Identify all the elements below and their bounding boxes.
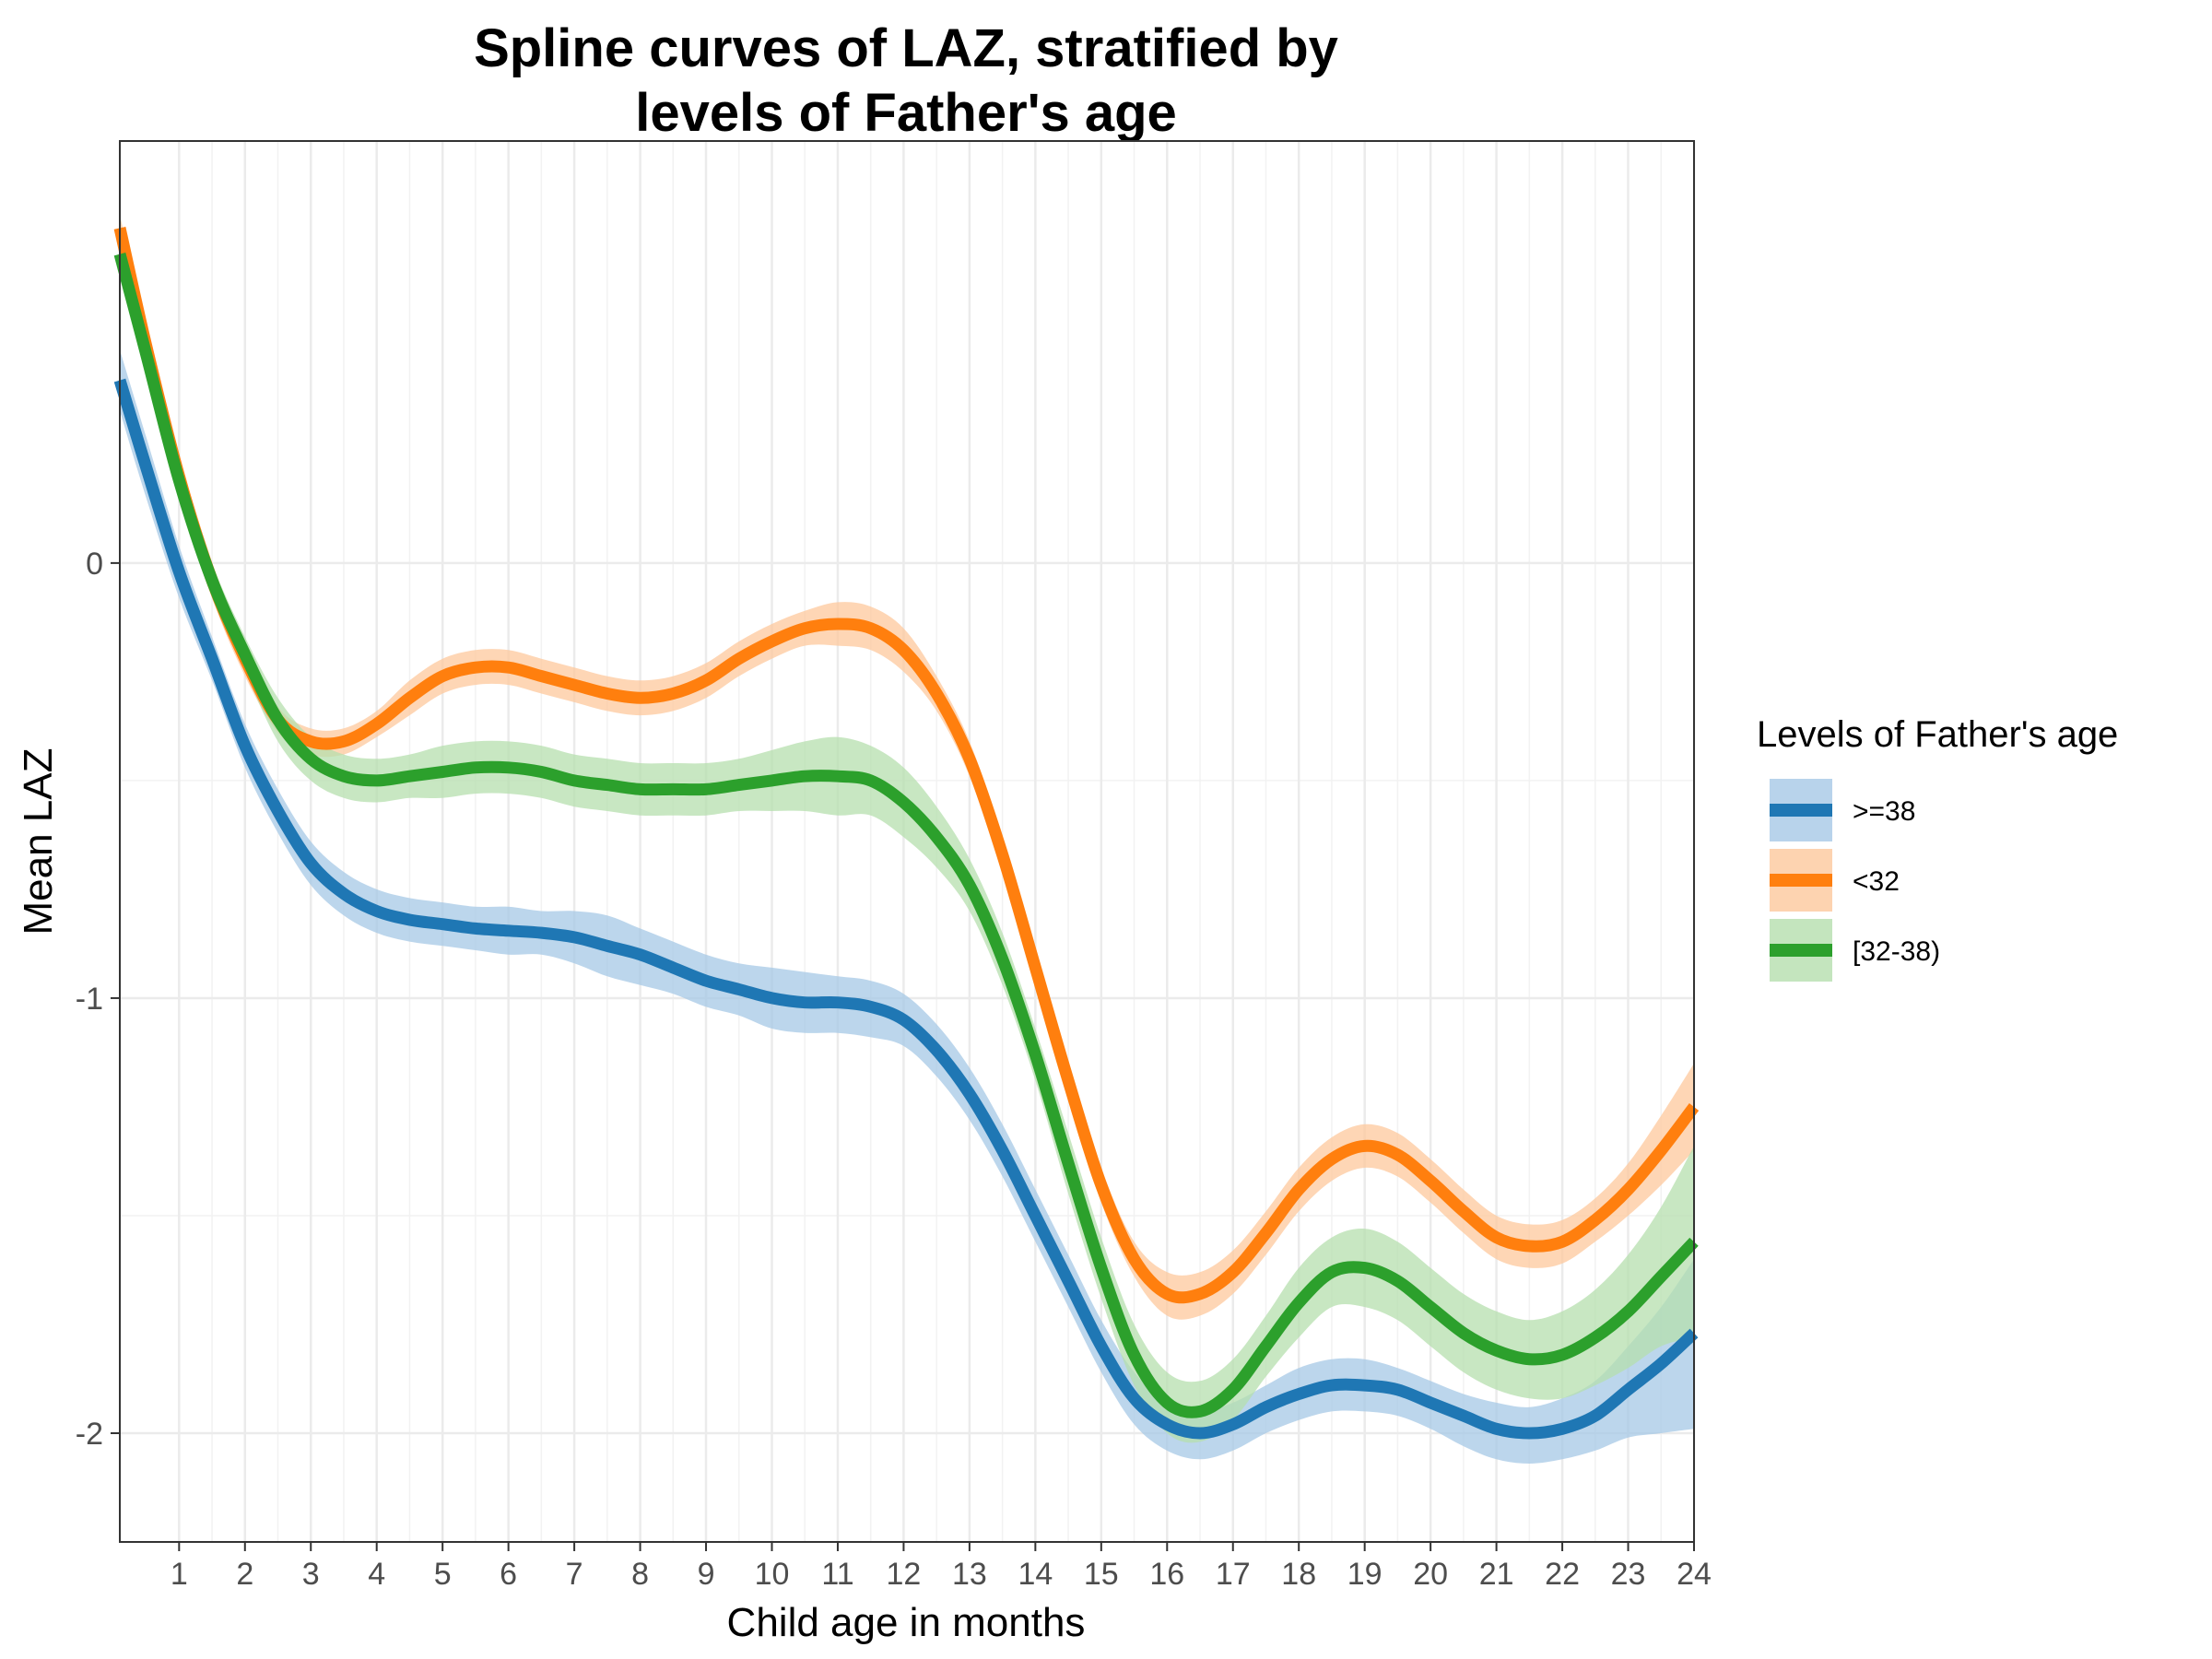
- x-tick-label: 19: [1347, 1557, 1382, 1592]
- chart-title-line-2: levels of Father's age: [635, 83, 1177, 143]
- x-tick-label: 15: [1084, 1557, 1119, 1592]
- y-axis-ticks: 0 -1 -2: [76, 547, 120, 1452]
- line-series-2: [113, 253, 1699, 1418]
- x-tick-label: 23: [1611, 1557, 1646, 1592]
- x-tick-label: 24: [1677, 1557, 1712, 1592]
- x-tick-label: 17: [1216, 1557, 1251, 1592]
- chart-title-line-1: Spline curves of LAZ, stratified by: [474, 18, 1338, 78]
- x-tick-label: 20: [1413, 1557, 1448, 1592]
- legend: >=38 <32 [32-38): [1770, 779, 1940, 982]
- plot-border: [119, 140, 1695, 1543]
- band-series-0: [120, 349, 1694, 1465]
- x-tick-label: 3: [302, 1557, 320, 1592]
- y-tick-label: -1: [76, 982, 103, 1017]
- series-lines: [113, 226, 1700, 1440]
- y-tick-label: -2: [76, 1417, 103, 1452]
- y-axis-title: Mean LAZ: [16, 748, 61, 935]
- x-tick-label: 16: [1149, 1557, 1184, 1592]
- x-tick-label: 2: [236, 1557, 253, 1592]
- x-tick-label: 6: [500, 1557, 517, 1592]
- line-series-0: [113, 378, 1699, 1440]
- x-tick-label: 21: [1479, 1557, 1514, 1592]
- x-tick-label: 7: [566, 1557, 583, 1592]
- x-tick-label: 9: [698, 1557, 715, 1592]
- x-tick-label: 22: [1545, 1557, 1580, 1592]
- confidence-bands: [120, 215, 1694, 1465]
- legend-label: >=38: [1853, 796, 1915, 827]
- x-tick-label: 10: [755, 1557, 790, 1592]
- x-tick-label: 8: [631, 1557, 649, 1592]
- legend-title: Levels of Father's age: [1757, 714, 2118, 755]
- x-tick-label: 4: [368, 1557, 385, 1592]
- x-tick-label: 1: [171, 1557, 188, 1592]
- x-axis-ticks: 1 2 3 4 5 6 7 8 9 10 11 12 13 14 15 16 17 18 19 20 21 22 23 24: [171, 1542, 1712, 1592]
- x-tick-label: 14: [1018, 1557, 1053, 1592]
- line-series-1: [113, 226, 1700, 1304]
- x-tick-label: 13: [952, 1557, 987, 1592]
- x-axis-title: Child age in months: [727, 1600, 1086, 1645]
- legend-label: [32-38): [1853, 936, 1940, 967]
- x-tick-label: 12: [887, 1557, 922, 1592]
- y-tick-label: 0: [86, 547, 103, 582]
- legend-label: <32: [1853, 866, 1900, 897]
- x-tick-label: 5: [434, 1557, 452, 1592]
- x-tick-label: 18: [1281, 1557, 1316, 1592]
- x-tick-label: 11: [821, 1557, 853, 1592]
- band-series-2: [120, 236, 1694, 1443]
